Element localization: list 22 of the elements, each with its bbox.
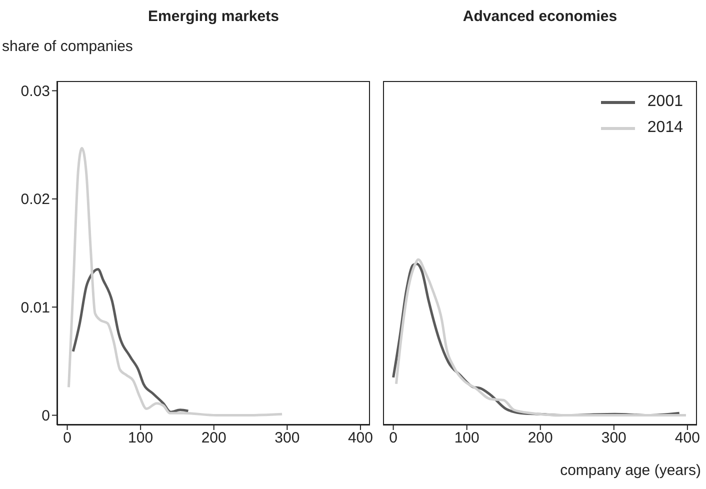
y-axis-title: share of companies [2, 38, 133, 55]
x-tick-label: 0 [63, 430, 72, 447]
x-tick-label: 400 [348, 430, 373, 447]
x-tick-label: 200 [528, 430, 553, 447]
legend-label: 2001 [647, 92, 683, 112]
chart-title: Emerging markets [147, 8, 280, 25]
y-tick-label: 0.03 [20, 83, 50, 100]
x-tick-label: 200 [201, 430, 226, 447]
y-tick-label: 0 [42, 408, 50, 425]
legend-label: 2014 [647, 118, 683, 138]
x-tick-label: 300 [601, 430, 626, 447]
line-series [67, 146, 284, 417]
line-series [72, 268, 190, 414]
x-tick-label: 100 [454, 430, 480, 447]
y-tick-label: 0.01 [20, 299, 50, 316]
x-tick-label: 300 [274, 430, 300, 447]
x-tick-label: 0 [389, 430, 398, 447]
x-tick-label: 100 [128, 430, 154, 447]
y-tick-label: 0.02 [20, 191, 50, 208]
x-axis-title: company age (years) [560, 462, 701, 479]
x-tick-label: 400 [674, 430, 700, 447]
chart-title: Advanced economies [462, 8, 618, 25]
